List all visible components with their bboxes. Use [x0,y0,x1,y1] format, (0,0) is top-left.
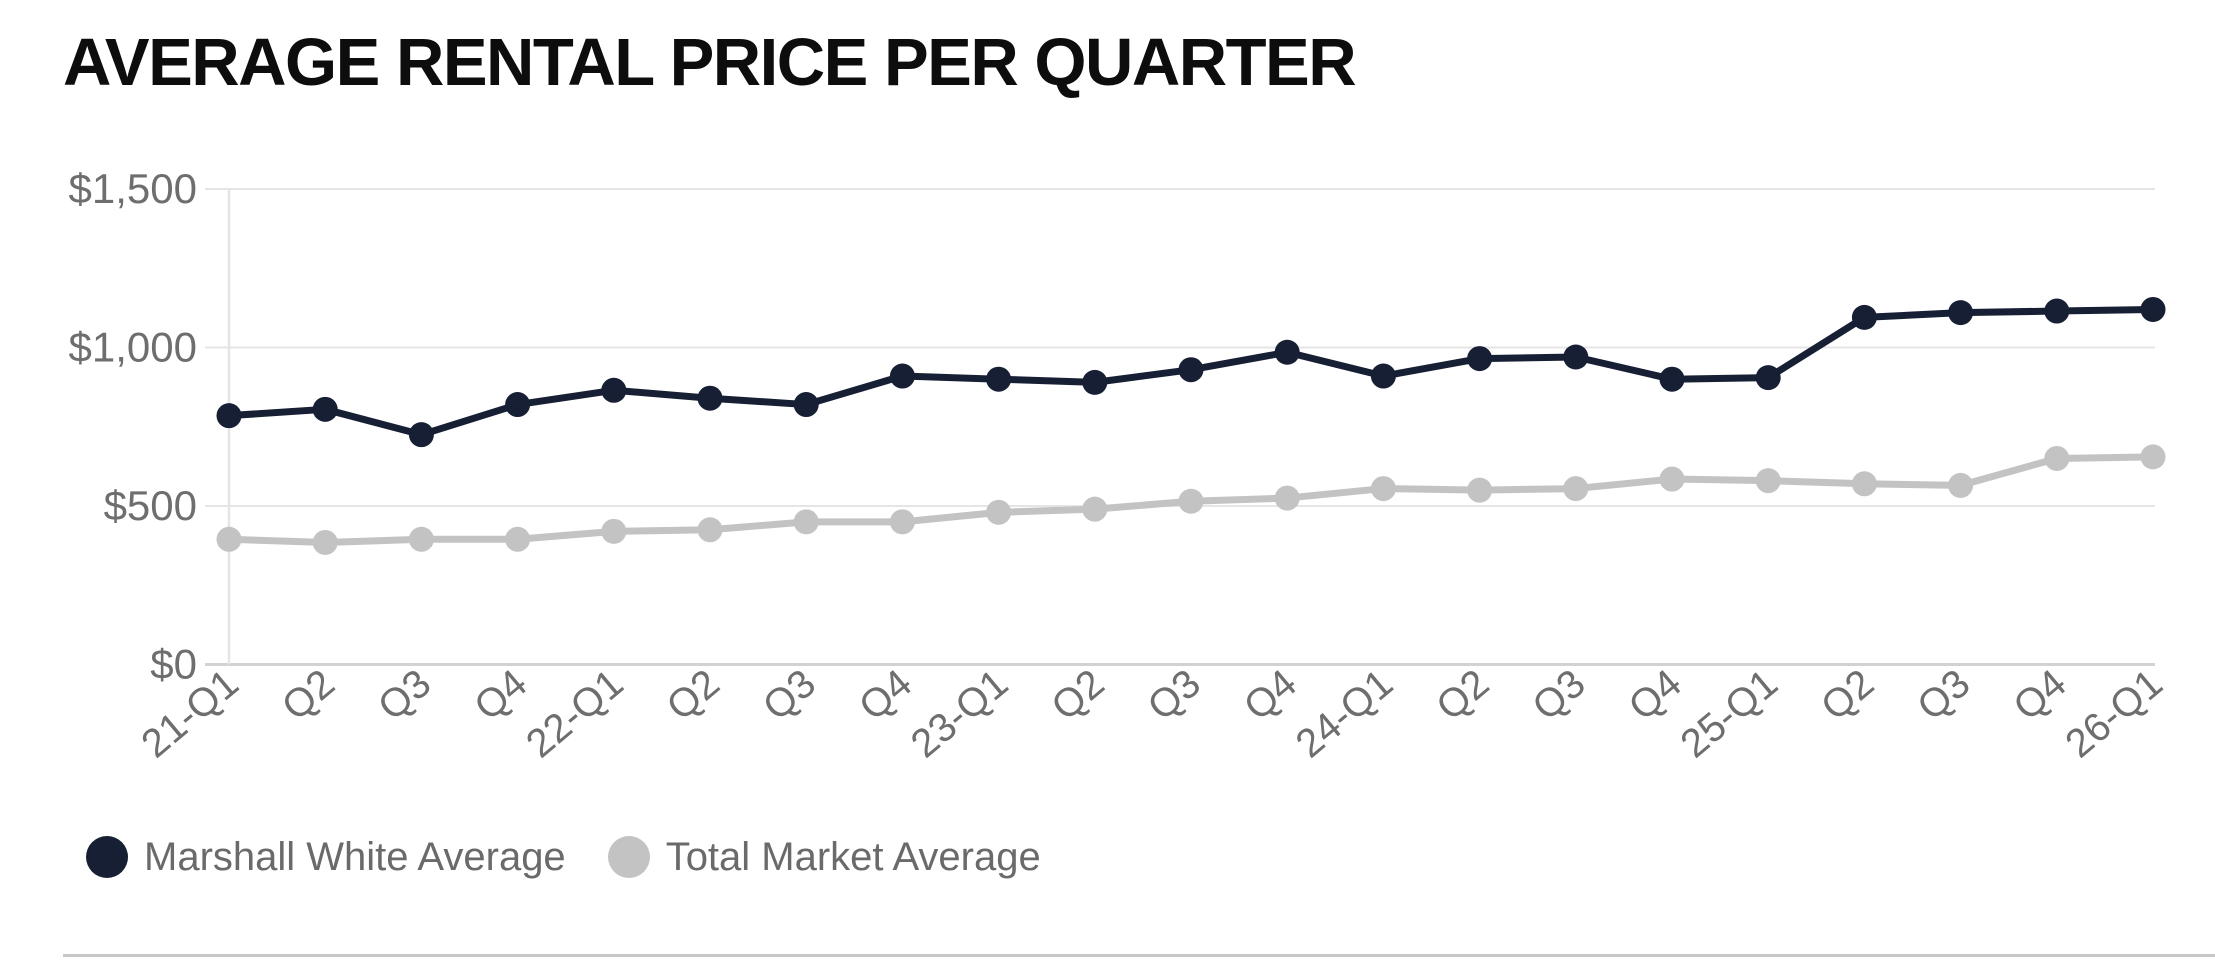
data-point-marshall-white-average[interactable] [1851,304,1877,330]
data-point-total-market-average[interactable] [601,518,627,544]
data-point-marshall-white-average[interactable] [216,403,242,429]
x-axis-tick-label: Q4 [1236,661,1305,729]
legend-label-marshall-white: Marshall White Average [144,835,566,879]
data-point-total-market-average[interactable] [1082,496,1108,522]
x-axis-tick-label: Q2 [1043,661,1112,729]
x-axis-tick-label: Q3 [1140,661,1209,729]
legend-label-total-market: Total Market Average [665,835,1041,879]
data-point-total-market-average[interactable] [2140,444,2166,470]
data-point-total-market-average[interactable] [1467,477,1493,503]
data-point-total-market-average[interactable] [1948,472,1974,498]
x-axis-tick-label: Q2 [659,661,728,729]
data-point-marshall-white-average[interactable] [2044,298,2070,324]
chart-area: $0 $500 $1,000 $1,500 21-Q1 Q2 Q3 Q4 22-Q1 Q2 Q3 Q4… [69,165,2171,766]
x-axis-tick-label: Q4 [1621,661,1690,729]
data-point-total-market-average[interactable] [505,526,531,552]
data-point-total-market-average[interactable] [1851,471,1877,497]
y-axis-tick-label: $1,000 [69,324,197,371]
data-point-marshall-white-average[interactable] [505,392,531,418]
x-axis-tick-label: Q2 [1813,661,1882,729]
data-point-total-market-average[interactable] [986,499,1012,525]
data-point-marshall-white-average[interactable] [1563,344,1589,370]
legend-marker-marshall-white [86,836,128,878]
data-point-marshall-white-average[interactable] [889,363,915,389]
x-axis-tick-label: 26-Q1 [2057,661,2170,766]
bottom-divider [63,954,2215,957]
x-axis-tick-label: Q3 [370,661,439,729]
data-point-marshall-white-average[interactable] [1082,369,1108,395]
data-point-marshall-white-average[interactable] [1659,366,1685,392]
data-point-marshall-white-average[interactable] [697,385,723,411]
x-axis-tick-label: 24-Q1 [1288,661,1401,766]
legend-item-marshall-white[interactable]: Marshall White Average [86,836,566,878]
x-axis-tick-label: Q2 [1428,661,1497,729]
x-axis-tick-label: Q2 [274,661,343,729]
legend-marker-total-market [607,836,650,878]
y-axis-tick-label: $0 [150,641,197,688]
data-point-marshall-white-average[interactable] [1178,357,1204,383]
legend-item-total-market[interactable]: Total Market Average [607,835,1041,879]
data-point-total-market-average[interactable] [793,509,819,535]
data-point-marshall-white-average[interactable] [1370,363,1396,389]
data-point-total-market-average[interactable] [1178,488,1204,514]
data-point-marshall-white-average[interactable] [312,396,338,422]
data-point-total-market-average[interactable] [408,526,434,552]
x-axis-tick-label: Q3 [755,661,824,729]
chart-legend: Marshall White Average Total Market Aver… [86,836,1041,878]
x-axis-tick-label: Q3 [1909,661,1978,729]
data-point-total-market-average[interactable] [889,509,915,535]
data-point-total-market-average[interactable] [312,529,338,555]
data-point-total-market-average[interactable] [1659,466,1685,492]
data-point-total-market-average[interactable] [1370,476,1396,502]
data-point-total-market-average[interactable] [697,517,723,543]
data-point-total-market-average[interactable] [216,526,242,552]
chart-title: AVERAGE RENTAL PRICE PER QUARTER [63,25,1357,100]
x-axis-tick-label: Q3 [1524,661,1593,729]
data-point-marshall-white-average[interactable] [408,422,434,448]
x-axis-tick-label: 25-Q1 [1673,661,1786,766]
y-axis-tick-label: $500 [104,482,197,529]
data-point-marshall-white-average[interactable] [986,366,1012,392]
x-axis-tick-label: 22-Q1 [518,661,631,766]
x-axis-tick-label: 23-Q1 [903,661,1016,766]
data-point-marshall-white-average[interactable] [1948,300,1974,326]
data-point-total-market-average[interactable] [1563,476,1589,502]
data-point-total-market-average[interactable] [2044,445,2070,471]
data-point-marshall-white-average[interactable] [1467,346,1493,372]
x-axis-tick-label: Q4 [466,661,535,729]
y-axis-tick-label: $1,500 [69,165,197,212]
data-point-marshall-white-average[interactable] [1755,365,1781,391]
data-point-marshall-white-average[interactable] [601,377,627,403]
x-axis-tick-label: Q4 [2005,661,2074,729]
data-point-total-market-average[interactable] [1274,485,1300,511]
data-point-total-market-average[interactable] [1755,468,1781,494]
data-point-marshall-white-average[interactable] [2140,296,2166,322]
data-point-marshall-white-average[interactable] [793,392,819,418]
data-point-marshall-white-average[interactable] [1274,339,1300,365]
x-axis-tick-label: Q4 [851,661,920,729]
